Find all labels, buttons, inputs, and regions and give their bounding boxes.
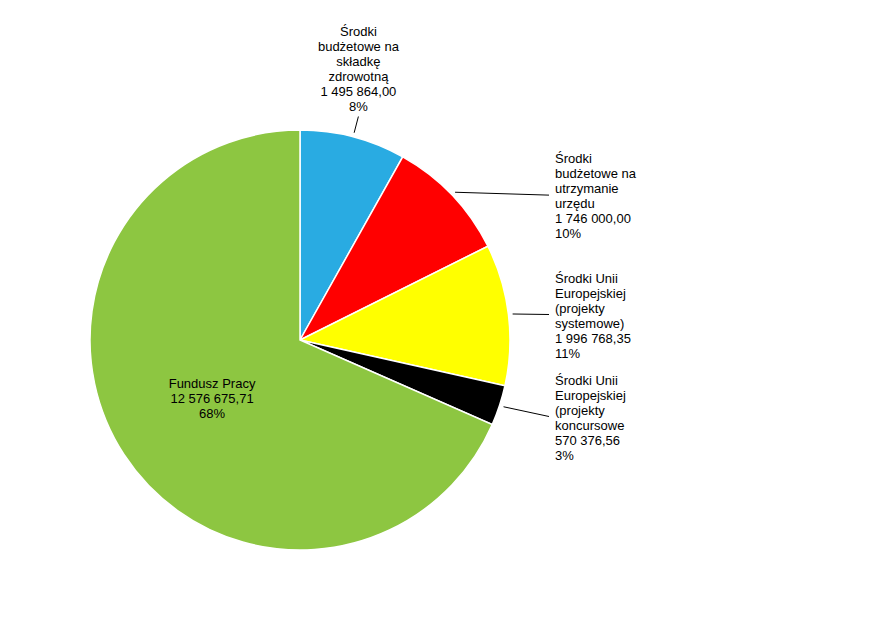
category-label-line: budżetowe na — [555, 166, 637, 181]
category-label-line: (projekty — [555, 403, 605, 418]
value-label: 1 746 000,00 — [555, 211, 631, 226]
percentage-label: 11% — [555, 346, 580, 361]
category-label: Środki UniiEuropejskiej(projektykoncurso… — [555, 373, 626, 433]
slice-label: Środkibudżetowe naskładkęzdrowotną1 495 … — [318, 24, 400, 114]
category-label-line: Środki Unii — [555, 373, 618, 388]
leader-line — [455, 192, 549, 195]
value-label: 12 576 675,71 — [170, 391, 253, 406]
category-label: Fundusz Pracy — [169, 376, 256, 391]
value-label: 570 376,56 — [555, 433, 620, 448]
pie — [90, 130, 510, 550]
slice-label: Środkibudżetowe nautrzymanieurzędu1 746 … — [555, 151, 637, 241]
pie-slice — [90, 130, 492, 550]
category-label-line: koncursowe — [555, 418, 624, 433]
category-label-line: Europejskiej — [555, 388, 626, 403]
leader-line — [513, 313, 549, 315]
percentage-label: 3% — [555, 448, 574, 463]
category-label-line: systemowe) — [555, 316, 624, 331]
category-label-line: urzędu — [555, 196, 595, 211]
category-label-line: składkę — [336, 54, 380, 69]
percentage-label: 10% — [555, 226, 581, 241]
category-label: Środkibudżetowe naskładkęzdrowotną — [318, 24, 400, 84]
category-label-line: zdrowotną — [328, 69, 389, 84]
category-label-line: (projekty — [555, 301, 605, 316]
category-label-line: Środki — [340, 24, 377, 39]
leader-line — [354, 117, 358, 133]
category-label-line: Środki Unii — [555, 271, 618, 286]
slice-label: Środki UniiEuropejskiej(projektykoncurso… — [555, 373, 626, 463]
category-label-line: budżetowe na — [318, 39, 400, 54]
category-label-line: Europejskiej — [555, 286, 626, 301]
leader-line — [504, 407, 549, 417]
category-label: Środki UniiEuropejskiej(projektysystemow… — [555, 271, 626, 331]
value-label: 1 495 864,00 — [320, 84, 396, 99]
category-label: Środkibudżetowe nautrzymanieurzędu — [555, 151, 637, 211]
category-label-line: utrzymanie — [555, 181, 619, 196]
category-label-line: Środki — [555, 151, 592, 166]
labels: Środkibudżetowe naskładkęzdrowotną1 495 … — [169, 24, 637, 463]
category-label-line: Fundusz Pracy — [169, 376, 256, 391]
slice-label: Fundusz Pracy12 576 675,7168% — [169, 376, 256, 421]
slice-label: Środki UniiEuropejskiej(projektysystemow… — [555, 271, 631, 361]
percentage-label: 8% — [349, 99, 368, 114]
percentage-label: 68% — [199, 406, 225, 421]
chart: Środkibudżetowe naskładkęzdrowotną1 495 … — [0, 0, 881, 625]
value-label: 1 996 768,35 — [555, 331, 631, 346]
